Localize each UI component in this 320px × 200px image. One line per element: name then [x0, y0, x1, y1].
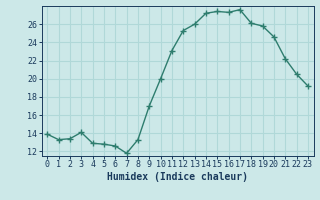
X-axis label: Humidex (Indice chaleur): Humidex (Indice chaleur): [107, 172, 248, 182]
